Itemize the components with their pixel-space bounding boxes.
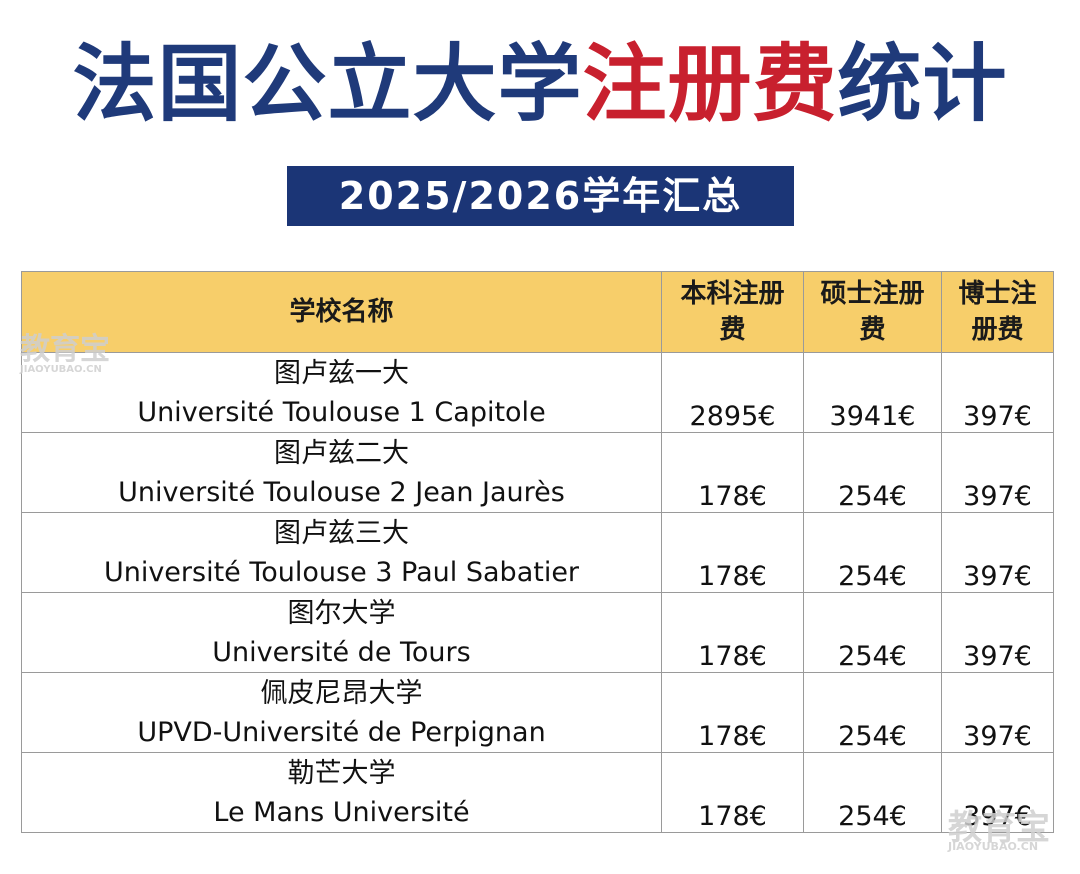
school-name-fr: Université Toulouse 2 Jean Jaurès xyxy=(118,477,565,508)
school-name-cn: 图卢兹三大 xyxy=(274,518,409,549)
title-part-3: 统计 xyxy=(837,35,1008,133)
header-bachelor-fee: 本科注册费 xyxy=(661,271,804,353)
table-row: 图卢兹一大 Université Toulouse 1 Capitole 2895… xyxy=(21,352,1054,433)
school-name-cell: 佩皮尼昂大学 UPVD-Université de Perpignan xyxy=(21,672,662,753)
school-name-fr: Université Toulouse 1 Capitole xyxy=(137,397,546,428)
school-name-cn: 图尔大学 xyxy=(287,598,396,629)
bachelor-fee-cell: 2895€ xyxy=(661,352,804,433)
school-name-cn: 佩皮尼昂大学 xyxy=(260,678,423,709)
phd-fee-cell: 397€ xyxy=(941,512,1054,593)
watermark-site: JIAOYUBAO.CN xyxy=(948,840,1039,853)
school-name-cell: 图卢兹一大 Université Toulouse 1 Capitole xyxy=(21,352,662,433)
table-row: 图卢兹二大 Université Toulouse 2 Jean Jaurès 1… xyxy=(21,432,1054,513)
master-fee-cell: 254€ xyxy=(803,592,942,673)
phd-fee-cell: 397€ xyxy=(941,432,1054,513)
bachelor-fee-cell: 178€ xyxy=(661,592,804,673)
header-master-fee: 硕士注册费 xyxy=(803,271,942,353)
watermark-site: JIAOYUBAO.CN xyxy=(20,364,102,375)
school-name-cn: 图卢兹二大 xyxy=(274,438,409,469)
master-fee-cell: 254€ xyxy=(803,672,942,753)
school-name-cn: 勒芒大学 xyxy=(287,758,396,789)
school-name-fr: UPVD-Université de Perpignan xyxy=(137,717,546,748)
master-fee-cell: 3941€ xyxy=(803,352,942,433)
page-title: 法国公立大学注册费统计 xyxy=(0,34,1080,134)
table-row: 勒芒大学 Le Mans Université 178€ 254€ 397€ xyxy=(21,752,1054,833)
master-fee-cell: 254€ xyxy=(803,752,942,833)
bachelor-fee-cell: 178€ xyxy=(661,512,804,593)
watermark-brand: 教育宝 xyxy=(948,808,1050,848)
table-row: 佩皮尼昂大学 UPVD-Université de Perpignan 178€ … xyxy=(21,672,1054,753)
table-row: 图卢兹三大 Université Toulouse 3 Paul Sabatier… xyxy=(21,512,1054,593)
watermark-brand: 教育宝 xyxy=(20,332,110,367)
table-row: 图尔大学 Université de Tours 178€ 254€ 397€ xyxy=(21,592,1054,673)
school-name-fr: Université Toulouse 3 Paul Sabatier xyxy=(103,557,580,588)
master-fee-cell: 254€ xyxy=(803,432,942,513)
school-name-cell: 图卢兹三大 Université Toulouse 3 Paul Sabatier xyxy=(21,512,662,593)
school-name-fr: Le Mans Université xyxy=(213,797,470,828)
table-header-row: 学校名称 本科注册费 硕士注册费 博士注 册费 xyxy=(21,271,1054,353)
phd-fee-cell: 397€ xyxy=(941,752,1054,833)
registration-fee-table: 学校名称 本科注册费 硕士注册费 博士注 册费 图卢兹一大 Université T… xyxy=(21,271,1054,833)
bachelor-fee-cell: 178€ xyxy=(661,752,804,833)
school-name-cell: 勒芒大学 Le Mans Université xyxy=(21,752,662,833)
title-part-2-highlight: 注册费 xyxy=(582,35,838,133)
school-name-cell: 图尔大学 Université de Tours xyxy=(21,592,662,673)
phd-fee-cell: 397€ xyxy=(941,592,1054,673)
phd-fee-cell: 397€ xyxy=(941,352,1054,433)
header-school-name: 学校名称 xyxy=(21,271,662,353)
academic-year-banner: 2025/2026学年汇总 xyxy=(287,166,794,226)
bachelor-fee-cell: 178€ xyxy=(661,432,804,513)
school-name-cell: 图卢兹二大 Université Toulouse 2 Jean Jaurès xyxy=(21,432,662,513)
bachelor-fee-cell: 178€ xyxy=(661,672,804,753)
header-phd-fee: 博士注 册费 xyxy=(941,271,1054,353)
phd-fee-cell: 397€ xyxy=(941,672,1054,753)
master-fee-cell: 254€ xyxy=(803,512,942,593)
title-part-1: 法国公立大学 xyxy=(72,35,583,133)
school-name-cn: 图卢兹一大 xyxy=(274,358,409,389)
school-name-fr: Université de Tours xyxy=(212,637,471,668)
